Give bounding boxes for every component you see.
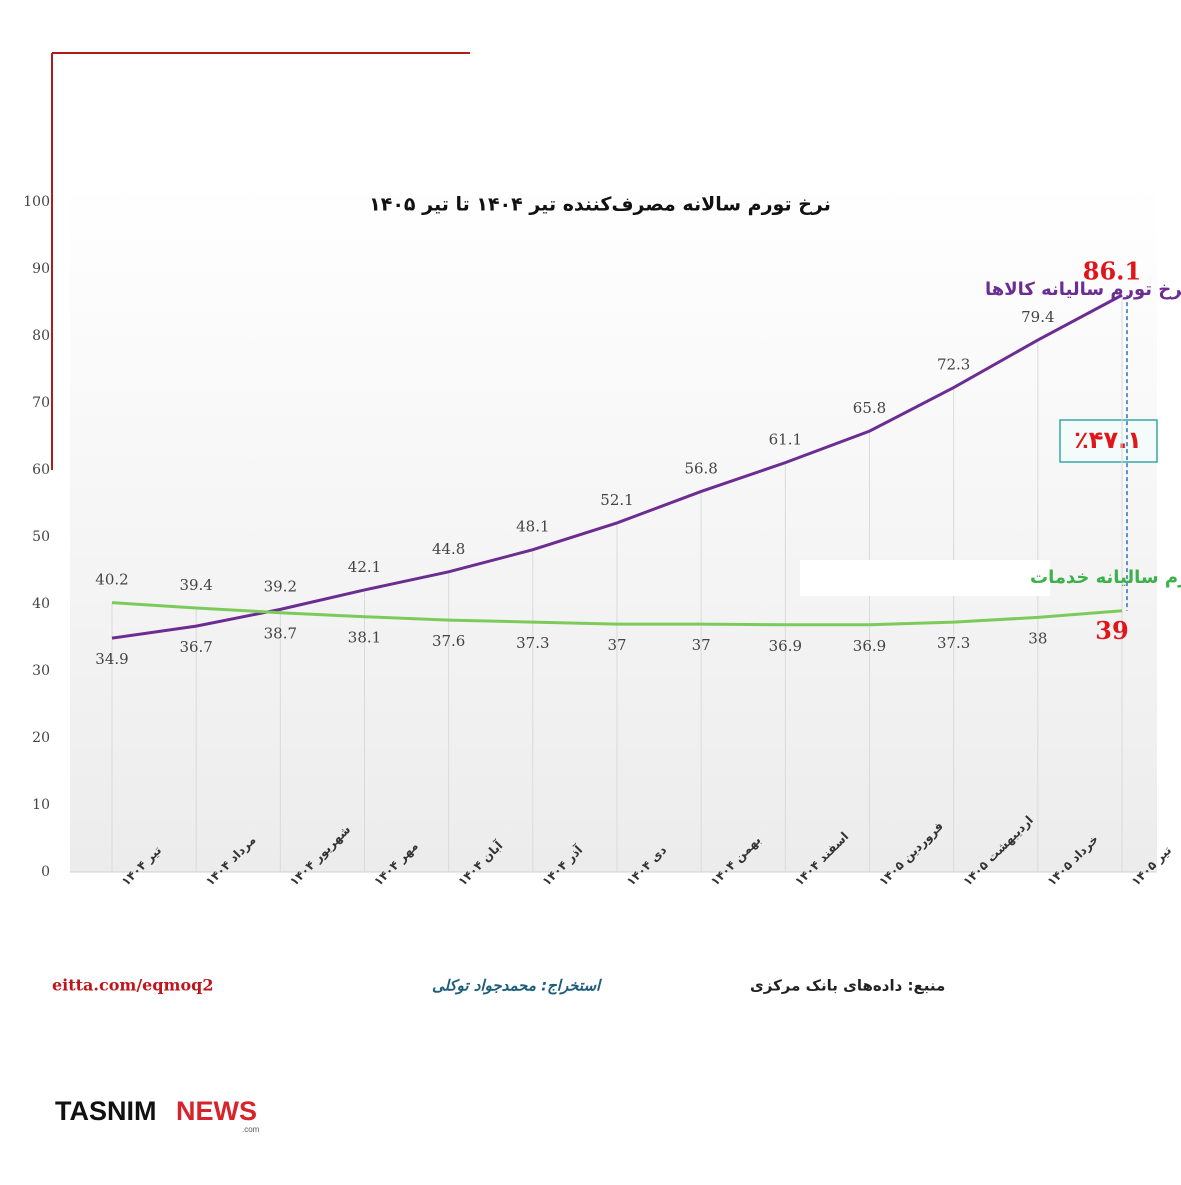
- data-label: 48.1: [516, 518, 549, 536]
- data-label: 36.9: [769, 637, 802, 655]
- data-label: 39.4: [179, 576, 212, 594]
- data-label: 37: [692, 636, 711, 654]
- y-tick-label: 50: [32, 529, 50, 545]
- y-tick-label: 10: [32, 797, 50, 813]
- data-label: 79.4: [1021, 308, 1054, 326]
- source: منبع: داده‌های بانک مرکزی: [750, 977, 945, 995]
- logo-main: TASNIM: [55, 1096, 157, 1126]
- data-label: 37: [607, 636, 626, 654]
- link: eitta.com/eqmoq2: [52, 976, 213, 995]
- plot-background: [70, 180, 1157, 872]
- data-label: 56.8: [684, 459, 717, 477]
- author: استخراج: محمدجواد توکلی: [432, 977, 602, 995]
- annotation-box: [1059, 419, 1158, 463]
- y-tick-label: 20: [32, 730, 50, 746]
- data-label: 39.2: [264, 577, 297, 595]
- y-tick-label: 40: [32, 596, 50, 612]
- data-label: 65.8: [853, 399, 886, 417]
- y-tick-label: 0: [41, 864, 50, 880]
- series-line: [111, 601, 1123, 627]
- data-label: 61.1: [769, 431, 802, 449]
- data-label: 36.9: [853, 637, 886, 655]
- data-label: 38.7: [264, 625, 297, 643]
- legend-label: نرخ تورم سالیانه کالاها: [985, 279, 1181, 300]
- legend-label: نرخ تورم سالیانه خدمات: [1030, 567, 1181, 588]
- annotation: ٪۴۷.۱: [1074, 426, 1142, 454]
- data-label: 37.6: [432, 632, 465, 650]
- y-tick-label: 70: [32, 395, 50, 411]
- data-label: 36.7: [179, 638, 212, 656]
- data-label: 42.1: [348, 558, 381, 576]
- y-tick-label: 100: [23, 194, 50, 210]
- y-tick-label: 90: [32, 261, 50, 277]
- logo-suffix: .com: [242, 1125, 260, 1134]
- series-line: [111, 293, 1123, 640]
- data-label: 37.3: [516, 634, 549, 652]
- y-tick-label: 30: [32, 663, 50, 679]
- data-label: 86.1: [1083, 257, 1141, 286]
- y-tick-label: 60: [32, 462, 50, 478]
- data-label: 38: [1028, 629, 1047, 647]
- data-label: 37.3: [937, 634, 970, 652]
- data-label: 39: [1095, 616, 1128, 645]
- chart-title: نرخ تورم سالانه مصرف‌کننده تیر ۱۴۰۴ تا ت…: [369, 194, 831, 216]
- data-label: 52.1: [600, 491, 633, 509]
- data-label: 34.9: [95, 650, 128, 668]
- data-label: 72.3: [937, 356, 970, 374]
- data-label: 44.8: [432, 540, 465, 558]
- legend-bg: [800, 560, 1050, 596]
- data-label: 40.2: [95, 571, 128, 589]
- data-label: 38.1: [348, 629, 381, 647]
- logo-accent: NEWS: [176, 1096, 257, 1126]
- y-tick-label: 80: [32, 328, 50, 344]
